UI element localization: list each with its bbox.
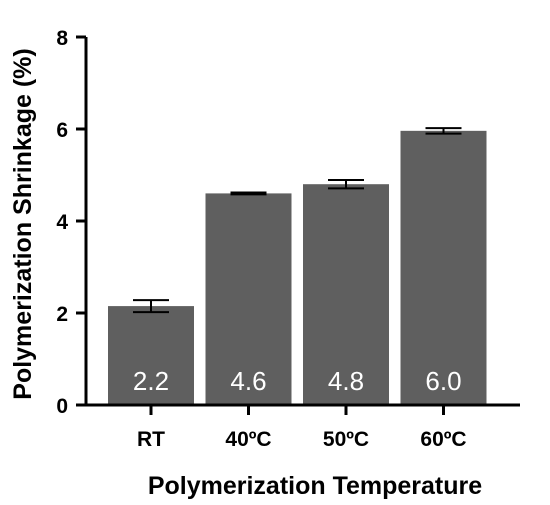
bar-0 — [108, 306, 194, 405]
axis-titles-layer: Polymerization Temperature Polymerizatio… — [9, 48, 482, 500]
error-bar-3 — [425, 127, 462, 135]
error-bar-2 — [328, 179, 364, 190]
y-tick-label-0: 0 — [56, 395, 68, 418]
data-label-0: 2.2 — [133, 366, 169, 396]
y-tick-label-4: 4 — [56, 211, 68, 234]
x-axis-title: Polymerization Temperature — [148, 472, 482, 500]
y-tick-label-2: 2 — [56, 303, 68, 326]
axes-layer: 0 2 4 6 8 RT 40ºC 50ºC 60ºC — [56, 27, 520, 451]
bar-1 — [205, 193, 292, 405]
bar-2 — [303, 184, 389, 405]
bars-layer — [108, 130, 487, 405]
x-tick-label-2: 50ºC — [323, 428, 369, 451]
data-label-2: 4.8 — [328, 366, 364, 396]
x-tick-label-1: 40ºC — [225, 428, 271, 451]
y-axis-title: Polymerization Shrinkage (%) — [9, 48, 37, 399]
error-bar-1 — [230, 191, 267, 196]
bar-3 — [400, 130, 487, 405]
y-tick-label-6: 6 — [56, 119, 68, 142]
y-tick-label-8: 8 — [56, 27, 68, 50]
data-label-3: 6.0 — [425, 366, 461, 396]
data-label-1: 4.6 — [230, 366, 266, 396]
error-bars-layer — [133, 127, 462, 314]
error-bar-0 — [133, 299, 169, 314]
x-tick-label-3: 60ºC — [420, 428, 466, 451]
data-labels-layer: 2.2 4.6 4.8 6.0 — [133, 366, 462, 396]
x-tick-label-0: RT — [137, 428, 165, 451]
